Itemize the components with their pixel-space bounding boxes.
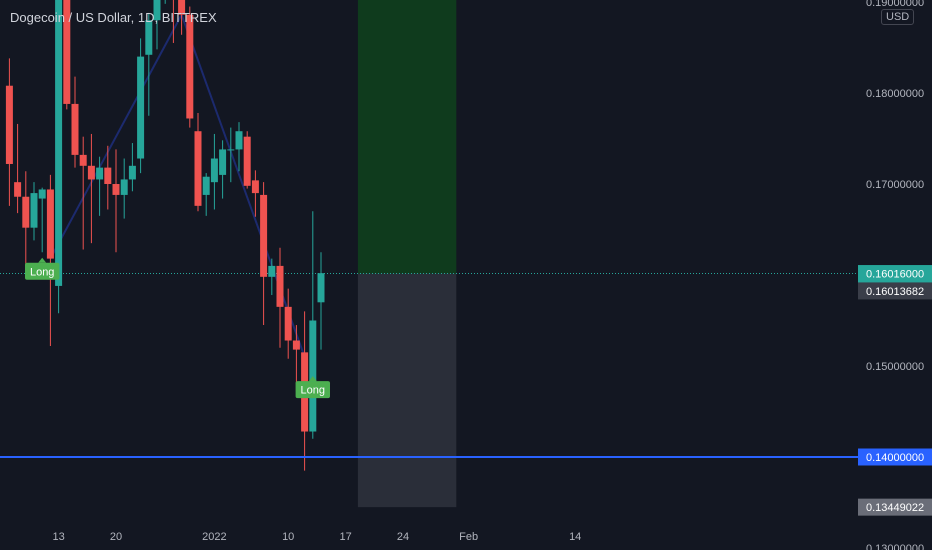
signal-pointer xyxy=(38,257,47,263)
y-tick-label: 0.19000000 xyxy=(866,0,924,9)
price-label-text: 0.16013682 xyxy=(866,286,924,298)
candle-body[interactable] xyxy=(276,265,284,307)
target-zone[interactable] xyxy=(357,0,457,274)
candle-body[interactable] xyxy=(46,189,54,259)
candle-body[interactable] xyxy=(284,306,292,341)
signal-label: Long xyxy=(30,266,54,278)
currency-button[interactable]: USD xyxy=(881,9,915,25)
candle-body[interactable] xyxy=(186,14,194,119)
x-tick-label: 17 xyxy=(339,531,351,543)
candle-body[interactable] xyxy=(30,193,38,228)
x-tick-label: 20 xyxy=(110,531,122,543)
y-tick-label: 0.13000000 xyxy=(866,543,924,550)
zigzag-line xyxy=(49,12,306,358)
candle-body[interactable] xyxy=(219,149,227,175)
candle-body[interactable] xyxy=(55,0,63,286)
price-label-text: 0.16016000 xyxy=(866,269,924,281)
candle-body[interactable] xyxy=(128,165,136,180)
candle-body[interactable] xyxy=(210,158,218,183)
candle-body[interactable] xyxy=(268,265,276,277)
stop-zone[interactable] xyxy=(357,273,457,508)
signal-badge[interactable] xyxy=(25,262,60,280)
candle-body[interactable] xyxy=(309,320,317,432)
candle-body[interactable] xyxy=(96,167,104,180)
candle-body[interactable] xyxy=(87,165,95,180)
candle-body[interactable] xyxy=(194,131,202,206)
price-label-box xyxy=(858,448,932,466)
y-tick-label: 0.17000000 xyxy=(866,179,924,191)
x-tick-label: 24 xyxy=(397,531,409,543)
candle-body[interactable] xyxy=(112,184,120,195)
y-tick-label: 0.15000000 xyxy=(866,361,924,373)
candle-body[interactable] xyxy=(63,0,71,104)
candle-body[interactable] xyxy=(79,154,87,166)
candle-body[interactable] xyxy=(22,196,30,228)
candle-body[interactable] xyxy=(137,56,145,159)
candle-body[interactable] xyxy=(120,179,128,195)
candle-body[interactable] xyxy=(178,0,186,15)
x-tick-label: 13 xyxy=(52,531,64,543)
candle-body[interactable] xyxy=(202,176,210,195)
signal-label: Long xyxy=(301,385,325,397)
x-tick-label: 14 xyxy=(569,531,581,543)
candle-body[interactable] xyxy=(145,20,153,55)
candle-body[interactable] xyxy=(243,136,251,186)
candle-body[interactable] xyxy=(104,167,112,184)
signal-pointer xyxy=(308,376,317,382)
candle-body[interactable] xyxy=(38,189,46,199)
candle-body[interactable] xyxy=(227,149,235,151)
candle-body[interactable] xyxy=(317,273,325,303)
x-tick-label: Feb xyxy=(459,531,478,543)
price-label-text: 0.13449022 xyxy=(866,502,924,514)
y-tick-label: 0.18000000 xyxy=(866,88,924,100)
candle-body[interactable] xyxy=(251,180,259,194)
candle-body[interactable] xyxy=(260,194,268,277)
candle-body[interactable] xyxy=(153,0,161,21)
candle-body[interactable] xyxy=(235,131,243,150)
candle-body[interactable] xyxy=(292,340,300,350)
candle-body[interactable] xyxy=(14,182,22,197)
x-tick-label: 10 xyxy=(282,531,294,543)
candle-body[interactable] xyxy=(71,103,79,155)
candle-body[interactable] xyxy=(5,85,13,164)
chart-title: Dogecoin / US Dollar, 1D, BITTREX xyxy=(10,10,217,25)
signal-badge[interactable] xyxy=(295,381,330,399)
price-label-text: 0.14000000 xyxy=(866,452,924,464)
price-label-box xyxy=(858,498,932,516)
x-tick-label: 2022 xyxy=(202,531,226,543)
price-label-box xyxy=(858,282,932,300)
